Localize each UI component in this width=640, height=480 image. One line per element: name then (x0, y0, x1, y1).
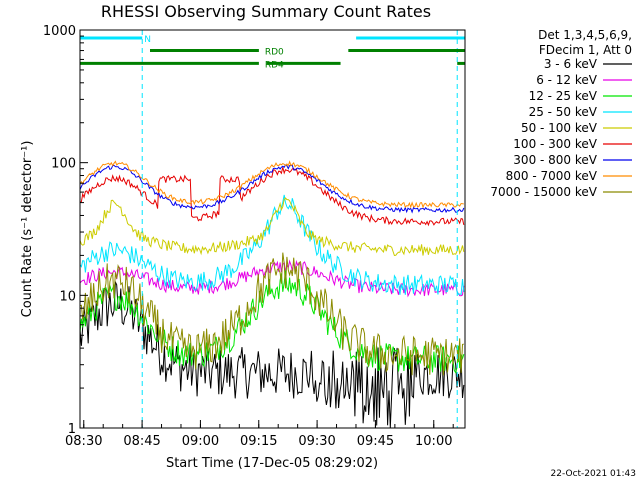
x-axis: 08:30 08:45 09:00 09:15 09:30 09:45 10:00 (65, 420, 454, 449)
legend-entry-label: 12 - 25 keV (529, 89, 598, 103)
y-axis: 1 10 100 1000 (43, 24, 88, 437)
flag-label: RD0 (265, 48, 284, 58)
legend-entry-label: 7000 - 15000 keV (490, 185, 597, 199)
y-tick-label: 10 (59, 289, 76, 304)
series-line (79, 160, 464, 209)
timestamp: 22-Oct-2021 01:43 (551, 469, 636, 479)
flag-label: N (144, 35, 151, 45)
legend-entry-label: 50 - 100 keV (521, 121, 598, 135)
plot-frame (79, 29, 466, 429)
chart-title: RHESSI Observing Summary Count Rates (101, 2, 431, 21)
series-line (79, 252, 464, 376)
x-tick-label: 08:30 (65, 434, 102, 449)
series-line (79, 194, 465, 296)
series-layer (79, 160, 465, 428)
overlay-layer: N RD0 RD4 (80, 30, 465, 428)
legend-entry-label: 3 - 6 keV (544, 57, 598, 71)
legend-entry-label: 800 - 7000 keV (506, 169, 598, 183)
legend-header: FDecim 1, Att 0 (539, 43, 632, 57)
legend-header: Det 1,3,4,5,6,9, (538, 28, 632, 42)
x-tick-label: 09:45 (357, 434, 394, 449)
series-line (79, 197, 465, 257)
series-line (79, 259, 465, 298)
legend: Det 1,3,4,5,6,9,FDecim 1, Att 03 - 6 keV… (490, 28, 632, 199)
series-line (79, 280, 465, 428)
y-tick-label: 1000 (43, 24, 76, 39)
legend-entry-label: 6 - 12 keV (536, 73, 598, 87)
x-tick-label: 09:30 (298, 434, 335, 449)
series-line (79, 167, 465, 227)
y-axis-label: Count Rate (s⁻¹ detector⁻¹) (20, 141, 35, 318)
legend-entry-label: 300 - 800 keV (513, 153, 597, 167)
flag-label: RD4 (265, 60, 284, 70)
x-axis-label: Start Time (17-Dec-05 08:29:02) (166, 456, 378, 471)
legend-entry-label: 25 - 50 keV (529, 105, 598, 119)
x-tick-label: 08:45 (123, 434, 160, 449)
series-line (79, 164, 465, 214)
x-tick-label: 09:00 (182, 434, 219, 449)
legend-entry-label: 100 - 300 keV (513, 137, 597, 151)
x-tick-label: 10:00 (415, 434, 452, 449)
y-tick-label: 1 (68, 422, 76, 437)
y-tick-label: 100 (51, 157, 76, 172)
x-tick-label: 09:15 (240, 434, 277, 449)
